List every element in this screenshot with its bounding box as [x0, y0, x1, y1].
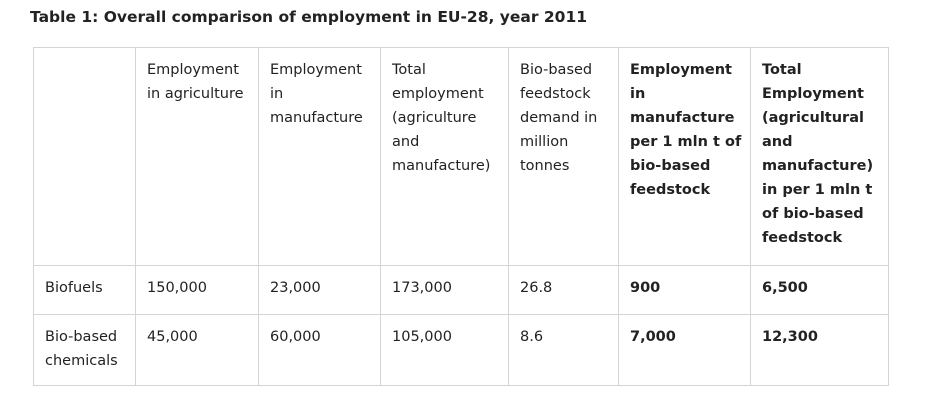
cell: 26.8 [508, 265, 619, 315]
data-row: Biofuels 150,000 23,000 173,000 26.8 900… [33, 265, 889, 315]
header-cell: Bio-based feedstock demand in million to… [508, 47, 619, 266]
cell: 12,300 [750, 314, 889, 386]
corner-cell [33, 47, 136, 266]
table-title: Table 1: Overall comparison of employmen… [30, 8, 588, 26]
cell: 173,000 [380, 265, 509, 315]
header-cell: Total employment (agriculture and manufa… [380, 47, 509, 266]
cell: 60,000 [258, 314, 381, 386]
cell: 150,000 [135, 265, 259, 315]
cell: 105,000 [380, 314, 509, 386]
cell: 6,500 [750, 265, 889, 315]
cell: 900 [618, 265, 751, 315]
comparison-table: Employment in agriculture Employment in … [33, 47, 889, 386]
data-row: Bio-based chemicals 45,000 60,000 105,00… [33, 314, 889, 386]
header-row: Employment in agriculture Employment in … [33, 47, 889, 266]
header-cell: Employment in manufacture per 1 mln t of… [618, 47, 751, 266]
cell: 8.6 [508, 314, 619, 386]
cell: 23,000 [258, 265, 381, 315]
row-label: Biofuels [33, 265, 136, 315]
row-label: Bio-based chemicals [33, 314, 136, 386]
cell: 7,000 [618, 314, 751, 386]
header-cell: Total Employment (agricultural and manuf… [750, 47, 889, 266]
header-cell: Employment in manufacture [258, 47, 381, 266]
header-cell: Employment in agriculture [135, 47, 259, 266]
cell: 45,000 [135, 314, 259, 386]
